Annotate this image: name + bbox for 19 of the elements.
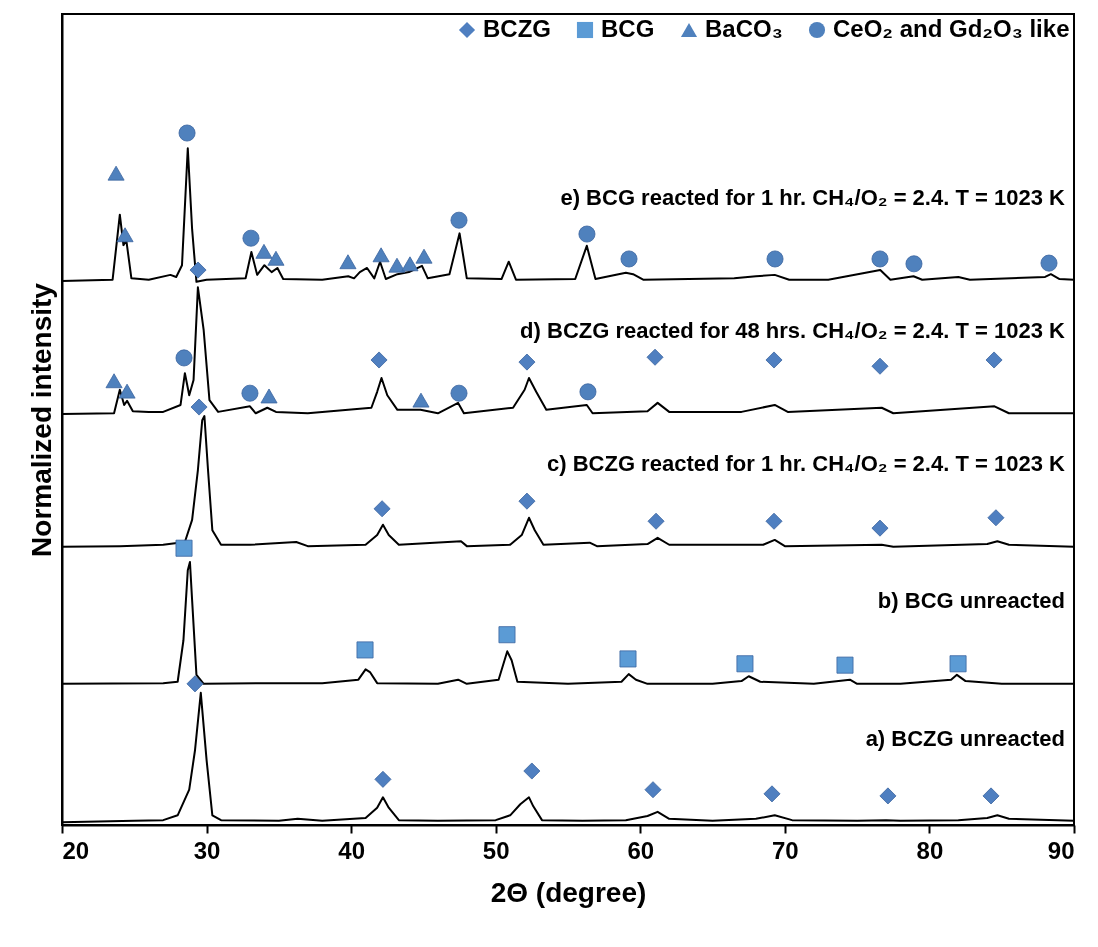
- legend-label: CeO₂ and Gd₂O₃ like: [833, 15, 1070, 42]
- legend-label: BCG: [601, 15, 655, 42]
- x-tick-label: 20: [62, 836, 90, 864]
- x-tick-label: 70: [772, 836, 799, 864]
- x-tick-label: 60: [627, 836, 655, 864]
- annotation: c) BCZG reacted for 1 hr. CH₄/O₂ = 2.4. T = 1023 K: [547, 450, 1065, 476]
- legend-label: BaCO₃: [705, 15, 783, 42]
- x-tick-label: 30: [193, 836, 221, 864]
- annotation: e) BCG reacted for 1 hr. CH₄/O₂ = 2.4. T = 1023 K: [560, 185, 1065, 211]
- annotation: a) BCZG unreacted: [865, 726, 1065, 752]
- x-tick-label: 80: [916, 836, 944, 864]
- x-tick-label: 40: [338, 836, 365, 864]
- legend-label: BCZG: [483, 15, 551, 42]
- annotation: d) BCZG reacted for 48 hrs. CH₄/O₂ = 2.4. T = 1023 K: [520, 317, 1065, 343]
- x-tick-label: 90: [1047, 836, 1075, 864]
- x-axis-title: 2Θ (degree): [490, 876, 647, 908]
- y-axis-title: Normalized intensity: [25, 282, 57, 557]
- x-tick-label: 50: [482, 836, 510, 864]
- annotation: b) BCG unreacted: [877, 587, 1065, 613]
